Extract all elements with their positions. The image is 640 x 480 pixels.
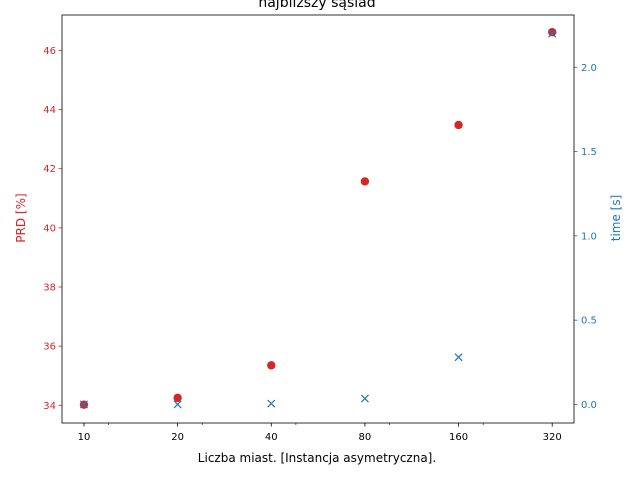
time-point [173,400,182,409]
x-axis-label: Liczba miast. [Instancja asymetryczna]. [198,451,436,465]
chart-title: najbliższy sąsiad [258,0,375,11]
prd-point [360,177,370,186]
prd-point [173,393,182,403]
right-y-tick-label: 0.5 [581,316,597,327]
right-axis-label: time [s] [609,195,623,242]
right-y-tick-label: 2.0 [581,63,597,74]
right-y-tick-label: 1.0 [581,231,597,242]
x-tick-label: 320 [543,432,562,443]
right-y-tick-label: 0.0 [581,400,597,411]
prd-point [267,361,276,370]
time-point [79,400,88,409]
time-point [548,29,557,38]
x-tick-label: 80 [359,432,372,443]
prd-point [454,120,463,130]
time-point [267,399,276,408]
left-y-tick-label: 42 [43,164,56,175]
prd-point [548,27,557,37]
left-y-tick-label: 44 [43,105,56,116]
left-y-tick-label: 38 [43,283,56,294]
right-y-tick-label: 1.5 [581,147,597,158]
plot-area: 10 20 40 80 160 320 34 36 38 40 42 44 46 0.0 0.5 1.0 1.5… [43,14,597,443]
x-tick-label: 40 [265,432,278,443]
left-y-tick-label: 40 [43,223,56,234]
x-tick-label: 160 [449,432,468,443]
left-axis-label: PRD [%] [14,193,28,242]
plot-frame [61,14,575,424]
left-y-tick-label: 36 [43,342,56,353]
left-y-tick-label: 46 [43,46,56,57]
left-y-tick-label: 34 [43,401,56,412]
time-point [360,394,369,403]
time-point [454,353,463,362]
x-tick-label: 10 [78,432,91,443]
x-tick-label: 20 [171,432,184,443]
